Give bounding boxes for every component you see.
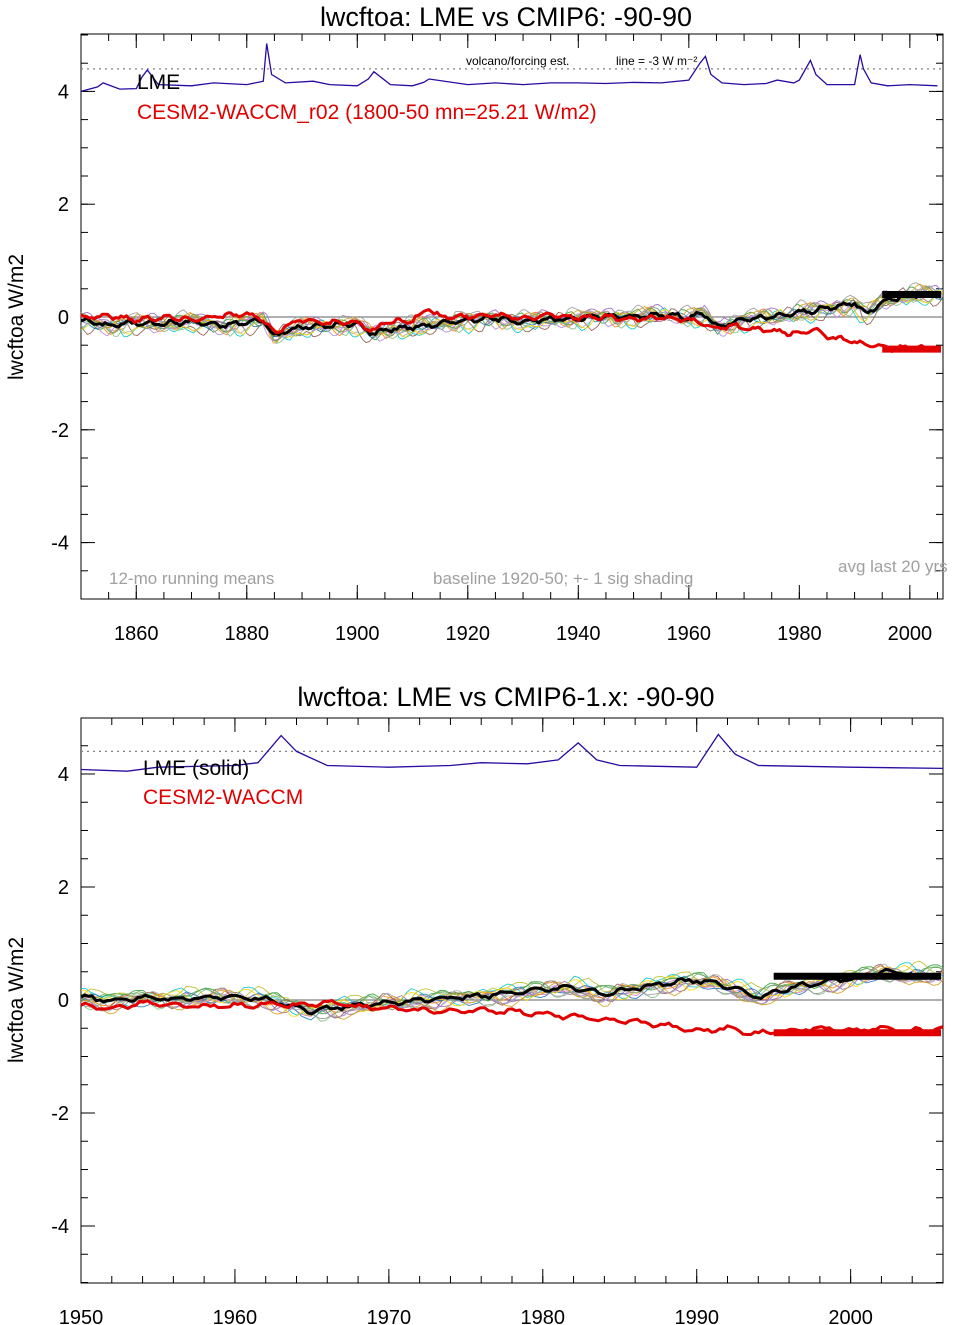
x-tick-label: 1900 (335, 623, 380, 645)
baseline-note: baseline 1920-50; +- 1 sig shading (433, 569, 693, 588)
legend-entry-cesm-bottom: CESM2-WACCM (143, 786, 303, 809)
chart-title-top: lwcftoa: LME vs CMIP6: -90-90 (320, 2, 692, 32)
y-tick-label: -4 (51, 533, 69, 555)
y-tick-label: 2 (58, 877, 69, 899)
x-tick-label: 1960 (667, 623, 712, 645)
volcano-forcing-line (80, 733, 944, 772)
volcano-annotation: volcano/forcing est. (466, 54, 569, 68)
x-tick-label: 1860 (114, 623, 159, 645)
x-tick-label: 1950 (59, 1307, 104, 1325)
y-tick-label: 0 (58, 307, 69, 329)
y-axis-label-bottom: lwcftoa W/m2 (5, 937, 28, 1063)
y-tick-label: 4 (58, 764, 69, 786)
x-tick-label: 2000 (828, 1307, 873, 1325)
ensemble-member-line (80, 287, 944, 343)
running-mean-note: 12-mo running means (109, 569, 274, 588)
legend-entry-cesm-top: CESM2-WACCM_r02 (1800-50 mn=25.21 W/m2) (137, 101, 597, 124)
axes-bottom: 4 2 0 -2 -4 1950 1960 1970 1980 1990 2000 (51, 718, 944, 1325)
x-tick-label: 2000 (888, 623, 933, 645)
cesm-series-line (80, 308, 939, 353)
ensemble-member-line (80, 972, 944, 1019)
panel-top: lwcftoa: LME vs CMIP6: -90-90 4 2 0 -2 -4 186… (5, 2, 948, 645)
y-tick-label: -4 (51, 1216, 69, 1238)
volcano-line-annotation: line = -3 W m⁻² (616, 54, 697, 68)
ensemble-member-line (80, 969, 944, 1018)
avg-last-20-note: avg last 20 yrs (838, 557, 948, 576)
ensemble-member-line (80, 282, 944, 338)
legend-entry-lme-bottom: LME (solid) (143, 757, 249, 780)
x-tick-label: 1880 (225, 623, 270, 645)
lme-series-line (80, 290, 938, 337)
x-tick-label: 1960 (213, 1307, 258, 1325)
legend-entry-lme-top: LME (137, 71, 180, 94)
x-tick-label: 1980 (777, 623, 822, 645)
chart-title-bottom: lwcftoa: LME vs CMIP6-1.x: -90-90 (297, 682, 714, 712)
x-tick-label: 1980 (521, 1307, 566, 1325)
panel-bottom: lwcftoa: LME vs CMIP6-1.x: -90-90 4 2 0 -2 -… (5, 682, 944, 1325)
y-tick-label: -2 (51, 1103, 69, 1125)
y-tick-label: 0 (58, 990, 69, 1012)
y-tick-label: 4 (58, 81, 69, 103)
volcano-forcing-line (80, 43, 938, 93)
axes-top: 4 2 0 -2 -4 1860 1880 1900 1920 1940 1960 1980 2000 (51, 34, 943, 645)
y-tick-label: 2 (58, 194, 69, 216)
x-tick-label: 1990 (674, 1307, 719, 1325)
y-axis-label-top: lwcftoa W/m2 (5, 254, 28, 380)
ensemble-member-line (80, 289, 944, 338)
y-tick-label: -2 (51, 420, 69, 442)
x-tick-label: 1940 (556, 623, 601, 645)
series-lines-top (80, 43, 941, 353)
series-lines-bottom (80, 733, 944, 1037)
x-tick-label: 1920 (446, 623, 491, 645)
x-tick-label: 1970 (367, 1307, 412, 1325)
lme-series-line (80, 967, 913, 1016)
